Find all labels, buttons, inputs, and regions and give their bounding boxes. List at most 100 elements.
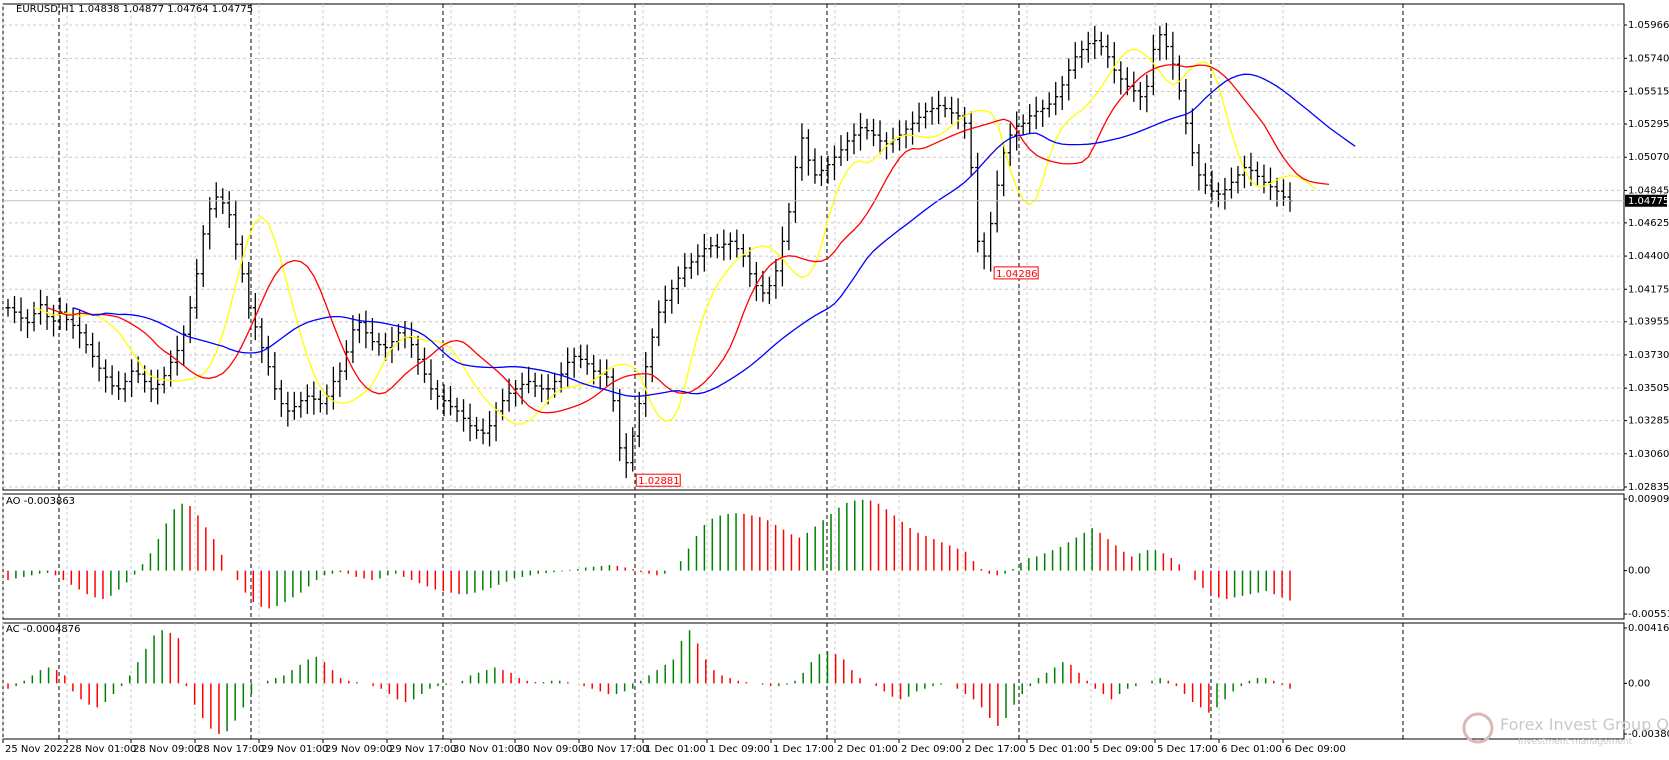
- ohlc-bar[interactable]: [669, 279, 675, 314]
- ac-pane[interactable]: [7, 630, 1291, 734]
- ohlc-bar[interactable]: [181, 325, 187, 367]
- ohlc-bar[interactable]: [5, 298, 11, 317]
- ohlc-bar[interactable]: [12, 295, 18, 324]
- ohlc-bar[interactable]: [467, 403, 473, 442]
- ohlc-bar[interactable]: [109, 365, 115, 395]
- ohlc-bar[interactable]: [38, 290, 44, 325]
- ohlc-bar[interactable]: [968, 111, 974, 177]
- ohlc-bar[interactable]: [662, 285, 668, 324]
- ohlc-bar[interactable]: [1241, 155, 1247, 189]
- ohlc-bar[interactable]: [760, 270, 766, 302]
- ohlc-bar[interactable]: [1072, 42, 1078, 80]
- ohlc-bar[interactable]: [1053, 81, 1059, 116]
- ohlc-bar[interactable]: [487, 411, 493, 447]
- ohlc-bar[interactable]: [851, 123, 857, 155]
- ohlc-bar[interactable]: [630, 427, 636, 472]
- ohlc-bar[interactable]: [18, 297, 24, 332]
- ohlc-bar[interactable]: [96, 341, 102, 382]
- ohlc-bar[interactable]: [734, 229, 740, 258]
- ohlc-bar[interactable]: [1235, 166, 1241, 194]
- ohlc-bar[interactable]: [474, 416, 480, 440]
- ohlc-bar[interactable]: [311, 381, 317, 415]
- ohlc-bar[interactable]: [116, 371, 122, 400]
- ohlc-bar[interactable]: [226, 191, 232, 229]
- ohlc-bar[interactable]: [506, 378, 512, 412]
- ohlc-bar[interactable]: [200, 225, 206, 288]
- ohlc-bar[interactable]: [1040, 99, 1046, 127]
- ohlc-bar[interactable]: [187, 295, 193, 344]
- ohlc-bar[interactable]: [435, 380, 441, 410]
- ohlc-bar[interactable]: [1163, 22, 1169, 60]
- ohlc-bar[interactable]: [122, 372, 128, 403]
- ohlc-bar[interactable]: [428, 359, 434, 400]
- ohlc-bar[interactable]: [513, 380, 519, 407]
- ohlc-bar[interactable]: [923, 102, 929, 129]
- ohlc-bar[interactable]: [571, 347, 577, 378]
- ohlc-bar[interactable]: [1280, 179, 1286, 206]
- ohlc-bar[interactable]: [448, 385, 454, 416]
- ao-pane[interactable]: [7, 499, 1291, 609]
- ohlc-bar[interactable]: [90, 332, 96, 368]
- ohlc-bar[interactable]: [825, 155, 831, 184]
- ohlc-bar[interactable]: [77, 310, 83, 349]
- ohlc-bar[interactable]: [617, 388, 623, 462]
- ohlc-bar[interactable]: [1261, 164, 1267, 194]
- ohlc-bar[interactable]: [688, 253, 694, 279]
- ohlc-bar[interactable]: [382, 332, 388, 361]
- ohlc-bar[interactable]: [949, 96, 955, 125]
- ohlc-bar[interactable]: [350, 315, 356, 364]
- ohlc-bar[interactable]: [1215, 182, 1221, 208]
- ohlc-bar[interactable]: [1079, 40, 1085, 68]
- ohlc-bar[interactable]: [343, 340, 349, 381]
- ohlc-bar[interactable]: [929, 96, 935, 125]
- ohlc-bar[interactable]: [695, 244, 701, 276]
- ohlc-bar[interactable]: [1027, 104, 1033, 135]
- ohlc-bar[interactable]: [246, 261, 252, 319]
- ohlc-bar[interactable]: [1157, 25, 1163, 61]
- ohlc-bar[interactable]: [1176, 55, 1182, 100]
- ohlc-bar[interactable]: [1183, 79, 1189, 135]
- ohlc-bar[interactable]: [304, 384, 310, 414]
- ohlc-bar[interactable]: [1066, 58, 1072, 101]
- ohlc-bar[interactable]: [838, 135, 844, 167]
- ohlc-bar[interactable]: [643, 351, 649, 417]
- ohlc-bar[interactable]: [578, 344, 584, 369]
- ohlc-bar[interactable]: [942, 96, 948, 118]
- ohlc-bar[interactable]: [1202, 163, 1208, 195]
- ohlc-bar[interactable]: [1118, 61, 1124, 95]
- ohlc-bar[interactable]: [623, 433, 629, 479]
- ohlc-bar[interactable]: [1144, 74, 1150, 113]
- ohlc-bar[interactable]: [421, 347, 427, 383]
- ohlc-bar[interactable]: [272, 351, 278, 400]
- ohlc-bar[interactable]: [155, 369, 161, 405]
- ohlc-bar[interactable]: [148, 369, 154, 403]
- ohlc-bar[interactable]: [526, 366, 532, 394]
- ohlc-bar[interactable]: [1189, 108, 1195, 167]
- ohlc-bar[interactable]: [1111, 42, 1117, 84]
- ohlc-bar[interactable]: [278, 380, 284, 417]
- ohlc-bar[interactable]: [1046, 92, 1052, 118]
- ohlc-bar[interactable]: [636, 391, 642, 448]
- ohlc-bar[interactable]: [545, 374, 551, 405]
- ohlc-bar[interactable]: [317, 390, 323, 413]
- ohlc-bar[interactable]: [682, 253, 688, 288]
- ohlc-bar[interactable]: [441, 384, 447, 417]
- ohlc-bar[interactable]: [786, 202, 792, 251]
- ohlc-bar[interactable]: [454, 397, 460, 423]
- ohlc-bar[interactable]: [64, 303, 70, 331]
- ohlc-bar[interactable]: [721, 229, 727, 261]
- ohlc-bar[interactable]: [194, 259, 200, 319]
- ohlc-bar[interactable]: [558, 362, 564, 393]
- ohlc-bar[interactable]: [857, 112, 863, 151]
- ohlc-bar[interactable]: [291, 391, 297, 420]
- ohlc-bar[interactable]: [213, 182, 219, 218]
- ohlc-bar[interactable]: [1105, 34, 1111, 68]
- ohlc-bar[interactable]: [584, 344, 590, 375]
- ohlc-bar[interactable]: [714, 233, 720, 259]
- ohlc-bar[interactable]: [1196, 143, 1202, 191]
- ohlc-bar[interactable]: [389, 326, 395, 364]
- ohlc-bar[interactable]: [871, 118, 877, 147]
- ohlc-bar[interactable]: [1098, 31, 1104, 56]
- ohlc-bar[interactable]: [1033, 96, 1039, 130]
- ohlc-bar[interactable]: [864, 118, 870, 140]
